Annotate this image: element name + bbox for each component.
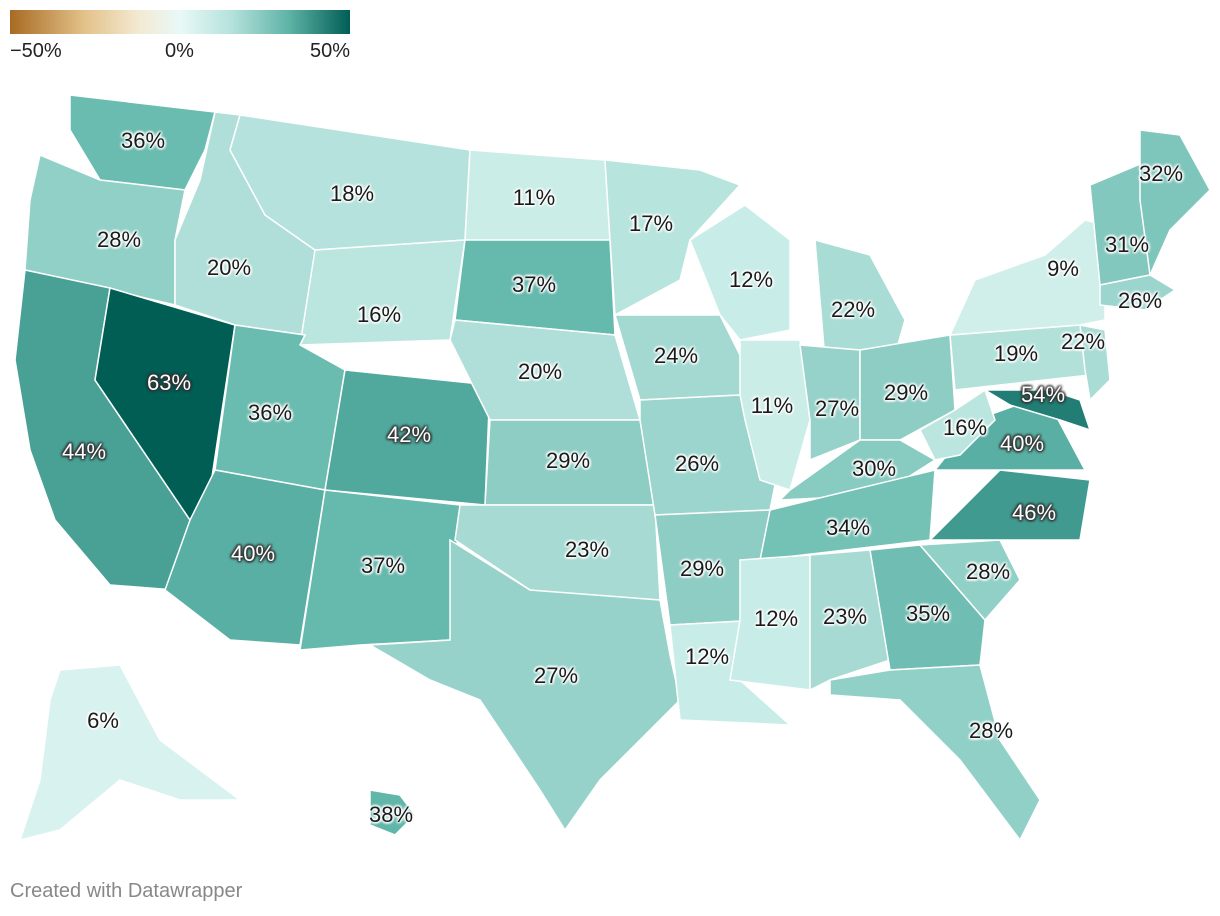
state-value-label-ia: 24% (653, 343, 699, 368)
state-value-label-tn: 34% (825, 515, 871, 540)
state-value-label-mo: 26% (674, 451, 720, 476)
state-value-label-wa: 36% (120, 128, 166, 153)
state-value-label-ga: 35% (905, 601, 951, 626)
state-value-label-nm: 37% (360, 553, 406, 578)
state-value-label-wy: 16% (356, 302, 402, 327)
state-value-label-pa: 19% (993, 341, 1039, 366)
state-value-label-nd: 11% (512, 185, 556, 210)
state-value-label-ne: 20% (517, 359, 563, 384)
state-value-label-vt-nh: 31% (1104, 232, 1150, 257)
state-value-label-ok: 23% (564, 537, 610, 562)
state-shape-ak[interactable] (18, 664, 243, 842)
state-value-label-tx: 27% (533, 663, 579, 688)
state-value-label-hi: 38% (368, 802, 414, 827)
state-value-label-co: 42% (386, 422, 432, 447)
state-shape-mn[interactable] (604, 159, 742, 317)
state-value-label-or: 28% (96, 227, 142, 252)
state-value-label-la: 12% (684, 644, 730, 669)
state-shape-nj[interactable] (1079, 324, 1111, 402)
state-value-label-nj: 22% (1060, 329, 1106, 354)
state-shape-sc[interactable] (918, 539, 1021, 622)
state-shape-wi[interactable] (689, 204, 791, 341)
state-value-label-ks: 29% (545, 448, 591, 473)
state-value-label-va: 40% (999, 431, 1045, 456)
legend-gradient-bar (10, 10, 350, 34)
state-value-label-ms: 12% (753, 606, 799, 631)
legend-min-label: −50% (10, 40, 62, 62)
state-value-label-ma: 26% (1117, 288, 1163, 313)
state-shape-md[interactable] (982, 389, 1092, 432)
state-value-label-mn: 17% (628, 211, 674, 236)
state-value-label-wv: 16% (942, 415, 988, 440)
state-value-label-ca: 44% (61, 439, 107, 464)
state-shape-ms[interactable] (729, 554, 811, 691)
state-value-label-nc: 46% (1011, 500, 1057, 525)
state-value-label-ky: 30% (851, 456, 897, 481)
state-shape-wv[interactable] (919, 388, 996, 461)
state-shape-hi[interactable] (369, 789, 416, 836)
state-value-label-in: 27% (814, 396, 860, 421)
state-value-label-al: 23% (822, 604, 868, 629)
state-shape-in[interactable] (799, 344, 861, 462)
state-shape-ma[interactable] (1099, 274, 1177, 311)
state-value-label-id: 20% (206, 255, 252, 280)
state-shape-al[interactable] (809, 549, 891, 692)
state-value-label-sd: 37% (511, 272, 557, 297)
state-value-label-mi: 22% (830, 297, 876, 322)
state-value-label-ak: 6% (87, 708, 119, 733)
state-value-label-mt: 18% (329, 181, 375, 206)
legend-max-label: 50% (309, 40, 350, 62)
credit-text: Created with Datawrapper (10, 880, 243, 902)
state-value-label-sc: 28% (965, 559, 1011, 584)
color-legend: −50% 0% 50% (10, 10, 350, 68)
state-value-label-az: 40% (230, 541, 276, 566)
state-shape-tx[interactable] (367, 538, 681, 832)
state-shape-ny[interactable] (948, 219, 1106, 336)
state-shape-fl[interactable] (829, 664, 1041, 842)
state-value-label-oh: 29% (883, 380, 929, 405)
state-shape-wy[interactable] (299, 239, 466, 346)
state-value-label-fl: 28% (968, 718, 1014, 743)
state-value-label-me: 32% (1138, 161, 1184, 186)
state-value-label-wi: 12% (728, 267, 774, 292)
state-shape-me[interactable] (1139, 129, 1211, 278)
state-shape-nc[interactable] (928, 469, 1091, 541)
legend-mid-label: 0% (165, 40, 194, 62)
state-value-label-ny: 9% (1047, 256, 1079, 281)
state-value-label-ut: 36% (247, 400, 293, 425)
state-value-label-ar: 29% (679, 556, 725, 581)
state-value-label-md: 54% (1020, 382, 1066, 407)
state-shape-ga[interactable] (869, 544, 986, 671)
state-value-label-nv: 63% (146, 370, 192, 395)
state-value-label-il: 11% (750, 393, 794, 418)
